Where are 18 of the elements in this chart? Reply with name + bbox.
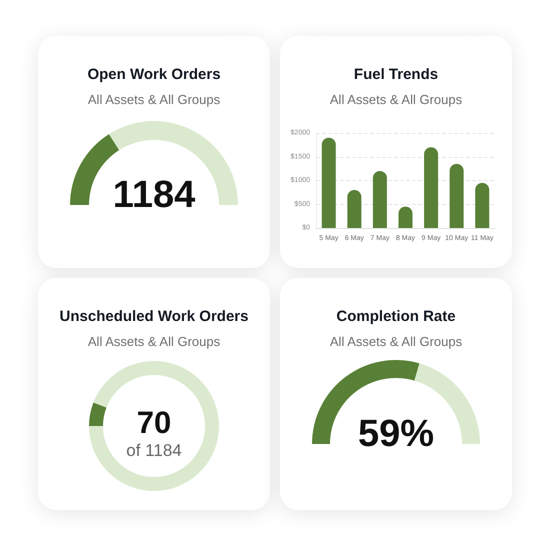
chart-title: Unscheduled Work Orders: [60, 308, 248, 325]
text: of 1184: [126, 441, 182, 460]
chart-title: Completion Rate: [336, 308, 456, 325]
bar: [322, 138, 336, 228]
chart-title: Open Work Orders: [87, 66, 221, 83]
text: 70: [136, 405, 172, 440]
bar: [475, 182, 490, 228]
text: 59%: [358, 413, 434, 455]
bar: [450, 164, 464, 228]
bar: [372, 171, 387, 228]
chart-title: Fuel Trends: [354, 66, 438, 83]
chart-subtitle: All Assets & All Groups: [88, 92, 221, 107]
bar: [424, 147, 438, 228]
chart-subtitle: All Assets & All Groups: [330, 334, 463, 349]
bar: [347, 190, 362, 228]
chart-subtitle: All Assets & All Groups: [88, 334, 221, 349]
chart-subtitle: All Assets & All Groups: [330, 92, 463, 107]
text: 1184: [112, 174, 196, 216]
